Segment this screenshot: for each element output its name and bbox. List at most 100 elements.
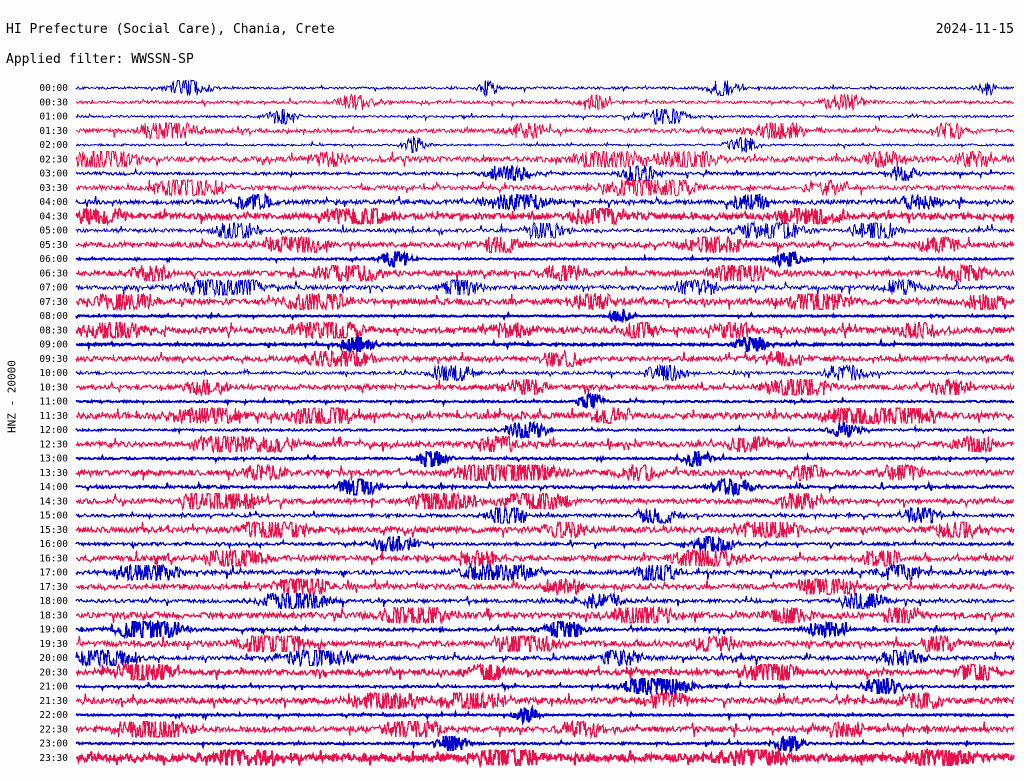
time-tick-label: 00:00 [39,83,68,94]
trace-line [75,435,1015,454]
time-tick-label: 07:30 [39,297,68,308]
time-tick-label: 20:30 [39,667,68,678]
page-title: HI Prefecture (Social Care), Chania, Cre… [6,22,335,37]
time-tick-label: 05:00 [39,226,68,237]
trace-line [75,179,1015,197]
time-tick-label: 18:30 [39,610,68,621]
trace-line [75,108,1015,125]
trace-line [75,278,1015,297]
time-tick-label: 08:30 [39,325,68,336]
trace-line [75,678,1015,695]
trace-line [75,163,1015,184]
trace-area: 00:00 00:30 01:00 01:30 02:00 02:30 03:00 03:30… [0,78,1024,776]
time-tick-label: 16:30 [39,553,68,564]
trace-line [75,349,1015,367]
time-tick-label: 12:30 [39,439,68,450]
trace-line [75,463,1015,482]
record-date-label: 2024-11-15 [935,22,1014,37]
trace-line [75,691,1015,710]
time-tick-label: 23:30 [39,753,68,764]
time-tick-label: 02:00 [39,140,68,151]
time-tick-label: 10:30 [39,382,68,393]
time-tick-label: 23:00 [39,739,68,750]
time-tick-label: 19:30 [39,639,68,650]
trace-line [75,249,1015,269]
trace-line [75,577,1015,596]
time-tick-label: 13:30 [39,468,68,479]
trace-line [75,79,1015,98]
time-tick-label: 03:00 [39,169,68,180]
trace-line [75,235,1015,254]
trace-line [75,263,1015,283]
time-tick-label: 09:30 [39,354,68,365]
trace-line [75,605,1015,625]
trace-line [75,662,1015,683]
time-tick-label: 14:30 [39,496,68,507]
trace-line [75,377,1015,398]
trace-line [75,719,1015,740]
trace-line [75,420,1015,441]
time-tick-label: 22:30 [39,724,68,735]
trace-line [75,192,1015,212]
trace-line [75,292,1015,312]
trace-line [75,633,1015,653]
time-tick-label: 21:00 [39,682,68,693]
applied-filter-label: Applied filter: WWSSN-SP [6,52,194,67]
time-tick-label: 15:00 [39,511,68,522]
trace-line [75,135,1015,154]
trace-line [75,363,1015,383]
time-tick-label: 18:00 [39,596,68,607]
time-tick-label: 10:00 [39,368,68,379]
trace-line [75,520,1015,540]
time-tick-label: 20:00 [39,653,68,664]
trace-line [75,535,1015,553]
trace-line [75,619,1015,640]
trace-line [75,391,1015,409]
time-tick-label: 12:00 [39,425,68,436]
trace-line [75,548,1015,569]
trace-line [75,591,1015,610]
time-tick-label: 04:30 [39,211,68,222]
time-tick-label: 06:00 [39,254,68,265]
trace-line [75,320,1015,340]
time-tick-label: 07:00 [39,283,68,294]
time-tick-label: 09:00 [39,340,68,351]
trace-line [75,477,1015,498]
time-tick-label: 06:30 [39,268,68,279]
trace-line [75,734,1015,754]
trace-line [75,221,1015,241]
time-tick-label: 19:00 [39,625,68,636]
trace-line [75,491,1015,511]
time-tick-label: 00:30 [39,97,68,108]
trace-line [75,93,1015,112]
trace-line [75,704,1015,726]
time-tick-label: 01:30 [39,126,68,137]
time-tick-label: 16:00 [39,539,68,550]
trace-line [75,506,1015,525]
time-tick-label: 22:00 [39,710,68,721]
time-tick-label: 17:00 [39,568,68,579]
time-tick-label: 03:30 [39,183,68,194]
trace-line [75,150,1015,169]
trace-line [75,308,1015,323]
time-tick-label: 13:00 [39,454,68,465]
trace-line [75,746,1015,769]
time-tick-label: 11:00 [39,397,68,408]
time-tick-label: 08:00 [39,311,68,322]
trace-line [75,121,1015,140]
time-tick-label: 04:00 [39,197,68,208]
trace-line [75,206,1015,227]
trace-line [75,406,1015,426]
time-tick-label: 14:00 [39,482,68,493]
time-tick-label: 21:30 [39,696,68,707]
time-tick-label: 17:30 [39,582,68,593]
time-tick-label: 01:00 [39,112,68,123]
trace-line [75,648,1015,668]
trace-line [75,334,1015,353]
trace-line [75,450,1015,467]
time-tick-label: 11:30 [39,411,68,422]
trace-line [75,562,1015,583]
time-tick-label: 05:30 [39,240,68,251]
time-tick-label: 15:30 [39,525,68,536]
